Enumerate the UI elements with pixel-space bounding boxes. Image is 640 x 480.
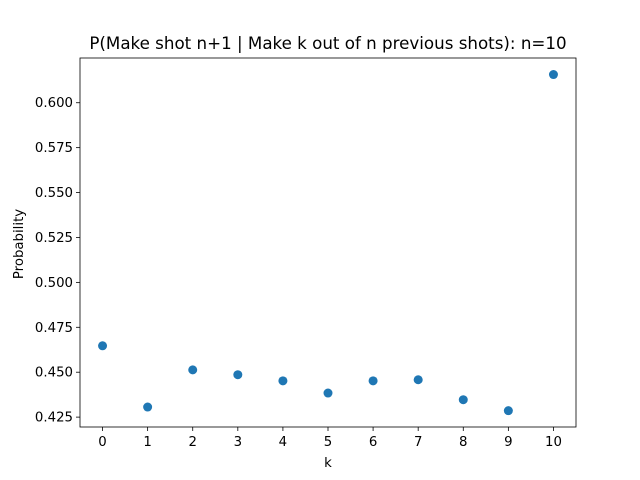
x-tick-label: 7 [414, 435, 422, 450]
x-tick-label: 3 [234, 435, 242, 450]
data-point [233, 370, 243, 380]
y-tick-label: 0.550 [35, 186, 73, 201]
data-point [413, 375, 423, 385]
x-tick-label: 6 [369, 435, 377, 450]
y-tick-label: 0.425 [35, 411, 73, 426]
data-point [458, 395, 468, 405]
data-point [548, 70, 558, 80]
data-point [98, 341, 108, 351]
data-point [188, 365, 198, 375]
x-tick-label: 8 [459, 435, 467, 450]
data-point [143, 402, 153, 412]
y-tick-label: 0.575 [35, 141, 73, 156]
data-point [323, 388, 333, 398]
x-tick-label: 10 [545, 435, 562, 450]
data-points [98, 70, 558, 416]
y-tick-label: 0.525 [35, 231, 73, 246]
x-tick-label: 0 [98, 435, 106, 450]
x-tick-label: 1 [143, 435, 151, 450]
y-tick-label: 0.500 [35, 276, 73, 291]
chart-title: P(Make shot n+1 | Make k out of n previo… [89, 33, 566, 53]
x-axis-ticks: 0 1 2 3 4 5 6 7 8 9 10 [98, 427, 562, 450]
y-tick-label: 0.475 [35, 321, 73, 336]
x-tick-label: 5 [324, 435, 332, 450]
x-tick-label: 2 [188, 435, 196, 450]
data-point [503, 406, 513, 416]
x-tick-label: 4 [279, 435, 287, 450]
data-point [368, 376, 378, 386]
y-axis-ticks: 0.425 0.450 0.475 0.500 0.525 0.550 0.575 0.600 [35, 96, 80, 426]
y-tick-label: 0.600 [35, 96, 73, 111]
x-axis-label: k [324, 456, 332, 471]
y-tick-label: 0.450 [35, 366, 73, 381]
data-point [278, 376, 288, 386]
x-tick-label: 9 [504, 435, 512, 450]
y-axis-label: Probability [12, 209, 27, 279]
